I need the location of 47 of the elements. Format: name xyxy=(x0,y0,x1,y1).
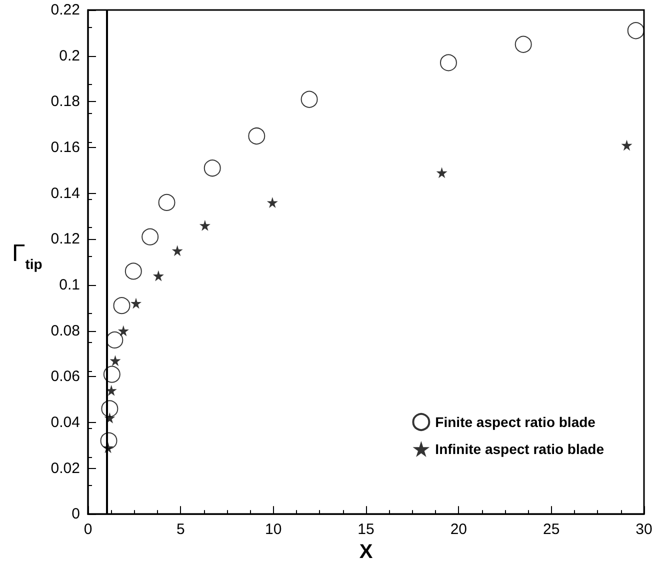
point xyxy=(436,167,448,178)
y-tick-label: 0.16 xyxy=(50,138,80,156)
point xyxy=(113,297,130,314)
point xyxy=(300,90,318,108)
y-tick-label: 0.02 xyxy=(50,460,80,477)
y-tick-label: 0.04 xyxy=(50,414,80,431)
point xyxy=(440,54,457,72)
point xyxy=(204,160,221,177)
point xyxy=(199,220,210,231)
x-tick-label: 20 xyxy=(450,521,468,538)
point xyxy=(124,262,142,280)
y-tick-label: 0.06 xyxy=(50,368,80,386)
point xyxy=(103,366,120,383)
point xyxy=(101,400,118,418)
point xyxy=(130,298,142,309)
x-tick-label: 0 xyxy=(84,521,92,538)
point xyxy=(158,194,176,211)
y-tick-label: 0.2 xyxy=(59,47,80,64)
y-tick-label: 0.22 xyxy=(50,2,80,18)
point xyxy=(106,384,117,396)
point xyxy=(100,432,118,450)
point xyxy=(514,36,532,53)
y-tick-label: 0.14 xyxy=(50,184,80,202)
point xyxy=(266,196,278,208)
point xyxy=(142,228,159,246)
point xyxy=(110,355,121,366)
point xyxy=(172,245,183,256)
point xyxy=(106,331,124,348)
y-tick-label: 0.08 xyxy=(50,322,80,340)
point xyxy=(627,22,644,40)
point xyxy=(248,128,266,145)
legend-label: Infinite aspect ratio blade xyxy=(435,441,604,457)
point xyxy=(118,325,129,336)
x-tick-label: 15 xyxy=(358,521,374,538)
y-axis-title: Γ$_{tip}$ xyxy=(12,240,42,272)
point xyxy=(152,270,164,282)
x-axis-title: X xyxy=(359,541,374,563)
x-tick-label: 25 xyxy=(542,521,560,538)
point xyxy=(621,140,632,151)
legend-label: Finite aspect ratio blade xyxy=(435,414,596,430)
x-tick-label: 10 xyxy=(264,521,282,538)
y-tick-label: 0.1 xyxy=(59,276,80,294)
x-tick-label: 5 xyxy=(176,521,185,538)
y-tick-label: 0 xyxy=(72,506,80,523)
y-tick-label: 0.12 xyxy=(50,230,80,248)
x-tick-label: 30 xyxy=(636,521,652,538)
y-tick-label: 0.18 xyxy=(50,93,80,110)
